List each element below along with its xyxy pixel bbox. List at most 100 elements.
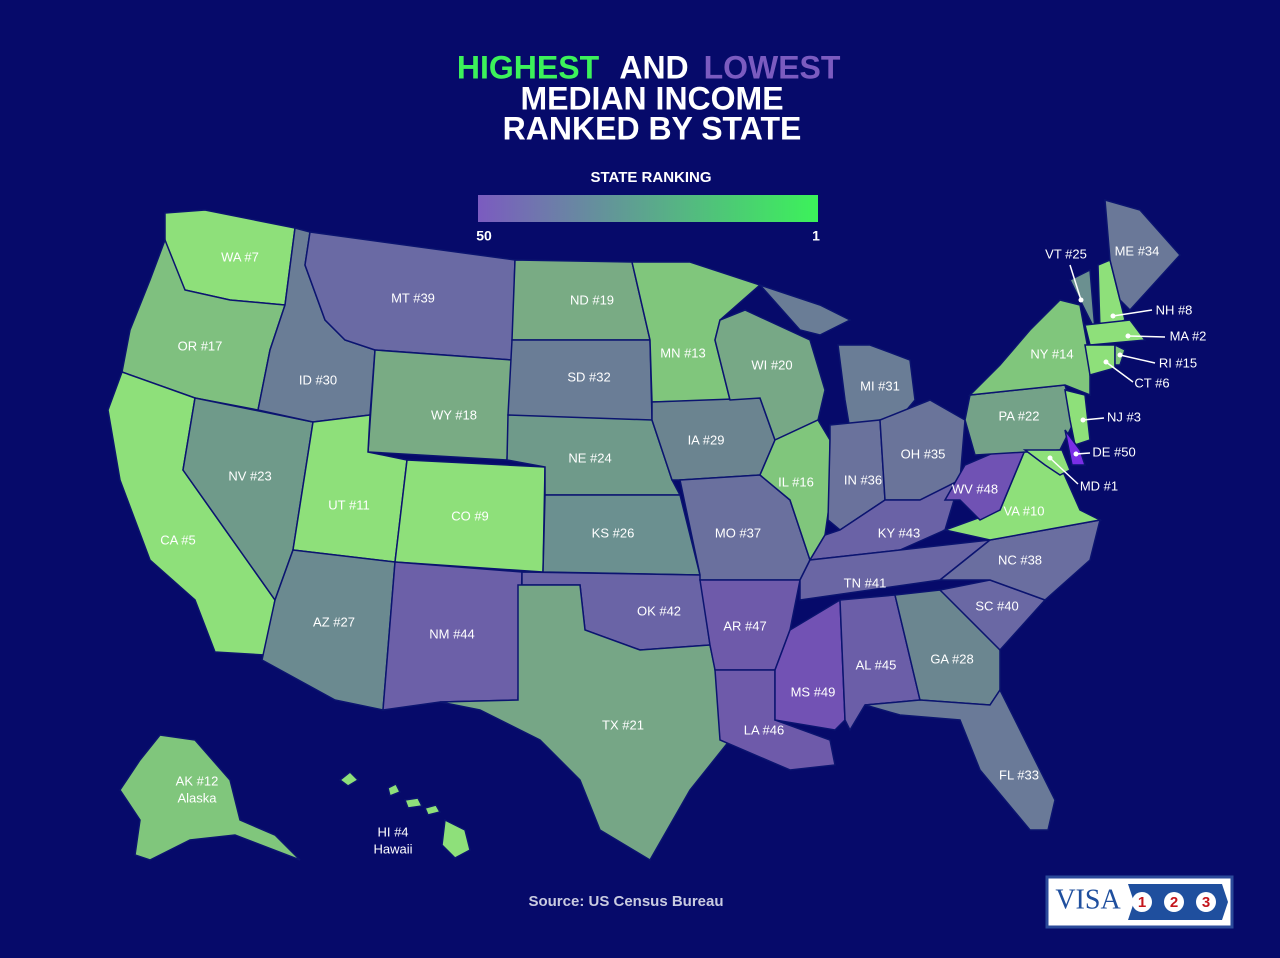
- state: [1064, 388, 1091, 446]
- state: [864, 688, 1056, 831]
- logo-step: 3: [1202, 894, 1210, 911]
- state-label: MS #49: [791, 684, 836, 699]
- state: [403, 797, 424, 809]
- state-label: MI #31: [860, 378, 900, 393]
- leader-dot: [1110, 313, 1116, 319]
- state-label: VT #25: [1045, 246, 1087, 261]
- logo-text: VISA: [1055, 884, 1121, 915]
- state: [338, 770, 360, 787]
- state-label: SC #40: [975, 598, 1018, 613]
- state: [367, 349, 513, 461]
- state-label: KY #43: [878, 525, 920, 540]
- state: [1084, 319, 1147, 346]
- legend-high: 1: [812, 228, 820, 244]
- state: [757, 283, 852, 336]
- state-label: NJ #3: [1107, 409, 1141, 424]
- logo-step-circle: [1132, 892, 1152, 912]
- state-label: RI #15: [1159, 355, 1197, 370]
- state-label: MN #13: [660, 345, 706, 360]
- state: [943, 449, 1027, 521]
- state-label: PA #22: [999, 408, 1040, 423]
- state-label: IN #36: [844, 472, 882, 487]
- state-label: CO #9: [451, 508, 489, 523]
- state: [439, 584, 731, 862]
- state: [387, 782, 402, 798]
- state-label: WA #7: [221, 249, 259, 264]
- legend-title: STATE RANKING: [590, 169, 711, 186]
- state-label: ME #34: [1115, 243, 1160, 258]
- state-label: FL #33: [999, 767, 1039, 782]
- state-label: IL #16: [778, 474, 814, 489]
- leader-line: [1119, 354, 1156, 364]
- logo: VISA 1 2 3: [1045, 875, 1234, 929]
- state-label: TN #41: [844, 575, 887, 590]
- state-label: IA #29: [688, 432, 725, 447]
- state-label: NY #14: [1030, 346, 1073, 361]
- state-label: DE #50: [1092, 444, 1135, 459]
- state: [119, 734, 301, 861]
- state-label: MO #37: [715, 525, 761, 540]
- logo-step-circle: [1164, 892, 1184, 912]
- state: [423, 804, 442, 816]
- state-label: WI #20: [751, 357, 792, 372]
- leader-dot: [1125, 333, 1131, 339]
- state-label: NM #44: [429, 626, 475, 641]
- state-label: TX #21: [602, 717, 644, 732]
- leader-line: [1105, 361, 1134, 383]
- legend-low: 50: [476, 228, 492, 244]
- logo-step: 2: [1170, 894, 1178, 911]
- state: [441, 818, 471, 859]
- state-label: OR #17: [178, 338, 223, 353]
- state-label: KS #26: [592, 525, 635, 540]
- state-label: AL #45: [856, 657, 897, 672]
- state-label: CT #6: [1134, 375, 1169, 390]
- title-line2: MEDIAN INCOME: [520, 80, 783, 116]
- state-sublabel: Hawaii: [373, 841, 412, 856]
- state-label: ND #19: [570, 292, 614, 307]
- state-label: NC #38: [998, 552, 1042, 567]
- state-label: GA #28: [930, 651, 973, 666]
- state-label: SD #32: [567, 369, 610, 384]
- title-line3: RANKED BY STATE: [503, 110, 802, 146]
- state: [1064, 429, 1087, 466]
- leader-line: [1112, 309, 1153, 317]
- title-and: AND: [619, 49, 688, 85]
- state-sublabel: Alaska: [177, 790, 217, 805]
- state-label: CA #5: [160, 532, 195, 547]
- state-label: ID #30: [299, 372, 337, 387]
- leader-dot: [1080, 417, 1086, 423]
- title-highest: HIGHEST: [457, 49, 600, 85]
- state: [1104, 198, 1182, 312]
- state-label: LA #46: [744, 722, 785, 737]
- state-label: AZ #27: [313, 614, 355, 629]
- logo-step-circle: [1196, 892, 1216, 912]
- state-label: MA #2: [1170, 328, 1207, 343]
- state-label: HI #4: [377, 824, 408, 839]
- leader-dot: [1078, 297, 1084, 303]
- leader-dot: [1117, 352, 1123, 358]
- legend-gradient: [478, 195, 818, 222]
- leader-line: [1069, 264, 1082, 301]
- logo-step: 1: [1138, 894, 1146, 911]
- state-label: NH #8: [1156, 302, 1193, 317]
- leader-line: [1127, 335, 1166, 338]
- state-label: UT #11: [328, 497, 369, 512]
- title-lowest: LOWEST: [704, 49, 841, 85]
- state-label: VA #10: [1004, 503, 1045, 518]
- state-label: AK #12: [176, 773, 219, 788]
- state-label: MT #39: [391, 290, 435, 305]
- state-label: WY #18: [431, 407, 477, 422]
- leader-line: [1082, 417, 1105, 421]
- state-label: OH #35: [901, 446, 946, 461]
- state: [967, 299, 1091, 397]
- state-label: NV #23: [228, 468, 271, 483]
- leader-dot: [1073, 451, 1079, 457]
- state-label: NE #24: [568, 450, 611, 465]
- state-label: WV #48: [952, 481, 998, 496]
- leader-dot: [1047, 455, 1053, 461]
- leader-dot: [1103, 359, 1109, 365]
- state-label: AR #47: [723, 618, 766, 633]
- source: Source: US Census Bureau: [528, 893, 723, 910]
- leader-line: [1049, 457, 1079, 485]
